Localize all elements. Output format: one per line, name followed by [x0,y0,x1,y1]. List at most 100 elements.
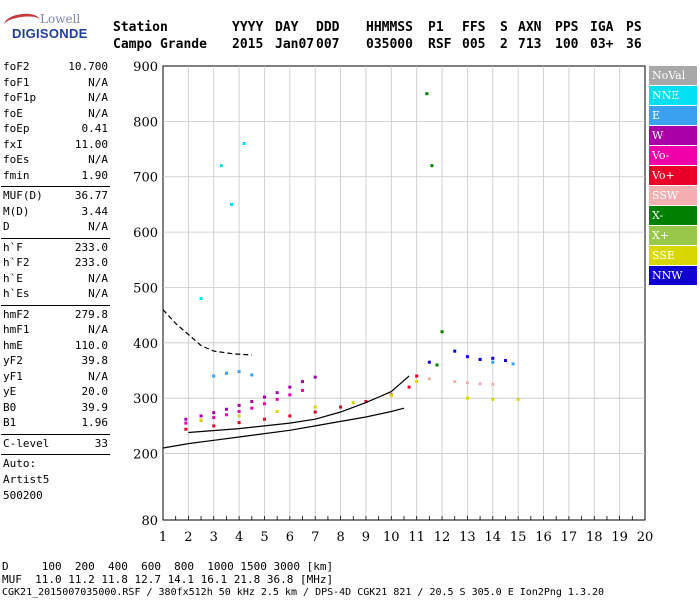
param-value: N/A [88,323,108,336]
echo-point-sse [389,393,393,397]
param-name: foF2 [3,60,30,73]
x-tick-label: 10 [383,530,400,545]
x-tick-label: 1 [159,530,167,545]
param-row: yF2 39.8 [1,354,110,370]
muf-row: MUF 11.0 11.2 11.8 12.7 14.1 16.1 21.8 3… [2,573,334,586]
legend-item-nne: NNE [649,86,697,105]
profile-curve-lower [162,407,405,449]
param-value: 39.8 [81,354,109,367]
header-value: 035000 [366,37,413,52]
echo-point-w [212,411,216,415]
x-tick-label: 13 [459,530,476,545]
echo-point-w [224,407,228,411]
parameter-panel: foF2 10.700 foF1 N/A foF1p N/A foE N/A foEp 0.41 f… [1,60,110,505]
auto-scaling-text: Artist5 [1,473,110,489]
profile-curve-profile [188,375,410,434]
echo-point-vo [275,397,279,401]
echo-point-sse [351,401,355,405]
x-tick-label: 17 [561,530,578,545]
param-row: h`E N/A [1,272,110,288]
echo-point-vo [415,374,419,378]
panel-divider [1,304,110,306]
param-name: B1 [3,416,17,429]
param-value: 279.8 [74,307,108,321]
x-tick-label: 7 [311,530,319,545]
header-value: 36 [626,37,642,52]
echo-point-vo [224,413,228,417]
param-row: foEp 0.41 [1,122,110,138]
panel-divider [1,433,110,435]
param-value: N/A [88,153,108,166]
echo-point-x [430,164,434,168]
param-value: 3.44 [81,204,109,218]
header-value: 100 [555,37,579,52]
echo-point-sse [415,380,419,384]
auto-line: Artist5 [3,473,50,486]
header-value: 2 [500,37,508,52]
x-tick-label: 4 [235,530,243,545]
param-name: foE [3,106,23,120]
header-label: AXN [518,20,542,35]
y-tick-label: 80 [141,514,158,529]
param-name: foEp [3,122,30,135]
param-row: C-level 33 [1,437,110,453]
header-value: Campo Grande [113,37,207,52]
header-label: FFS [462,20,486,35]
header-label: HHMMSS [366,20,413,35]
echo-point-sse [275,409,279,413]
x-tick-label: 3 [210,530,218,545]
param-row: foF1p N/A [1,91,110,107]
legend: NoVal NNE E W Vo- Vo+ SSW X- X+ SSE NNW [649,66,697,286]
param-name: C-level [3,436,50,450]
echo-point-vo [237,421,241,425]
echo-point-w [288,385,292,389]
param-name: MUF(D) [3,189,43,202]
header-label: YYYY [232,20,264,35]
param-row: hmE 110.0 [1,339,110,355]
header-value: 2015 [232,37,264,52]
echo-point-vo [288,414,292,418]
param-value: N/A [88,91,108,104]
auto-scaling-text: Auto: [1,457,110,473]
echo-point-nne [229,202,233,206]
legend-item-x: X+ [649,226,697,245]
echo-point-vo [250,406,254,410]
param-value: N/A [88,75,108,89]
header-label: PS [626,20,642,35]
auto-line: 500200 [3,489,43,502]
param-name: D [3,220,10,233]
header-label: DAY [275,20,299,35]
echo-point-ssw [453,380,457,384]
echo-point-sse [491,397,495,401]
legend-item-vo: Vo+ [649,166,697,185]
echo-point-w [301,380,305,384]
echo-point-w [313,375,317,379]
param-value: 11.00 [74,137,108,151]
echo-point-vo [364,400,368,404]
echo-point-vo [184,427,188,431]
legend-item-x: X- [649,206,697,225]
param-row: h`F 233.0 [1,241,110,257]
logo-lowell-text: Lowell [40,12,81,26]
param-row: M(D) 3.44 [1,205,110,221]
param-name: yF2 [3,354,23,367]
echo-point-w [275,391,279,395]
param-row: foF1 N/A [1,76,110,92]
param-value: 39.9 [81,400,109,414]
echo-point-nnw [427,360,431,364]
y-tick-label: 200 [133,448,158,463]
echo-point-sse [199,418,203,422]
echo-point-nnw [465,355,469,359]
x-tick-label: 14 [485,530,502,545]
echo-point-vo [313,410,317,414]
y-tick-label: 400 [133,337,158,352]
echo-point-nnw [503,359,507,363]
param-value: N/A [88,106,108,120]
echo-point-sse [313,405,317,409]
param-name: foF1 [3,75,30,89]
echo-point-ssw [465,381,469,385]
param-name: M(D) [3,204,30,218]
x-tick-label: 15 [510,530,527,545]
x-tick-label: 11 [408,530,425,545]
